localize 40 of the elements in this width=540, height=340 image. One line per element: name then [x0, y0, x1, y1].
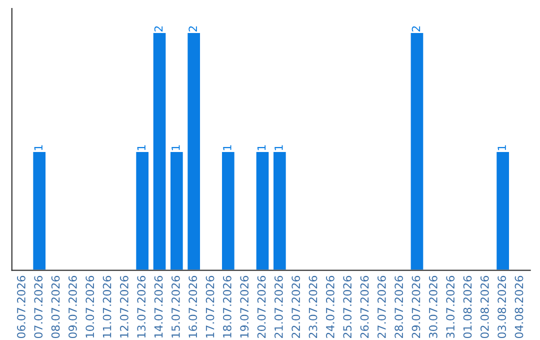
data-label: 1 [137, 145, 146, 150]
x-tick-label: 01.08.2026 [463, 276, 472, 338]
x-tick-label: 17.07.2026 [206, 276, 214, 338]
x-tick-label: 14.07.2026 [154, 276, 163, 338]
x-tick-label: 28.07.2026 [394, 276, 404, 338]
x-tick-label: 23.07.2026 [308, 276, 318, 338]
data-label: 1 [274, 145, 283, 150]
x-tick-label: 11.07.2026 [102, 276, 112, 338]
data-label: 1 [172, 145, 180, 150]
data-label: 1 [223, 145, 232, 150]
x-tick-label: 09.07.2026 [68, 276, 77, 338]
x-tick-label: 06.07.2026 [17, 276, 26, 338]
x-tick-label: 30.07.2026 [428, 276, 438, 338]
x-tick-label: 25.07.2026 [343, 276, 352, 338]
x-tick-label: 19.07.2026 [240, 276, 249, 338]
x-tick-label: 24.07.2026 [326, 276, 334, 338]
x-tick-label: 07.07.2026 [34, 276, 43, 338]
x-tick-label: 21.07.2026 [274, 276, 283, 338]
x-tick-label: 08.07.2026 [51, 276, 60, 338]
x-tick-label: 13.07.2026 [137, 276, 146, 338]
x-tick-label: 02.08.2026 [480, 276, 489, 338]
data-label: 1 [498, 145, 506, 150]
data-label: 1 [257, 145, 266, 150]
x-tick-label: 20.07.2026 [257, 276, 266, 338]
x-tick-label: 12.07.2026 [120, 276, 128, 338]
data-label: 2 [412, 26, 420, 32]
x-tick-label: 04.08.2026 [514, 276, 524, 338]
x-tick-label: 15.07.2026 [171, 276, 180, 338]
data-label: 1 [34, 145, 42, 150]
x-tick-label: 10.07.2026 [86, 276, 94, 338]
x-tick-label: 22.07.2026 [292, 276, 300, 338]
data-label: 2 [188, 26, 197, 32]
x-tick-label: 18.07.2026 [222, 276, 232, 338]
x-tick-label: 03.08.2026 [498, 276, 506, 338]
x-tick-label: 27.07.2026 [377, 276, 386, 338]
x-tick-label: 31.07.2026 [446, 276, 455, 338]
x-tick-label: 26.07.2026 [360, 276, 369, 338]
x-tick-label: 29.07.2026 [412, 276, 420, 338]
data-label: 2 [154, 26, 163, 32]
x-tick-label: 16.07.2026 [188, 276, 198, 338]
